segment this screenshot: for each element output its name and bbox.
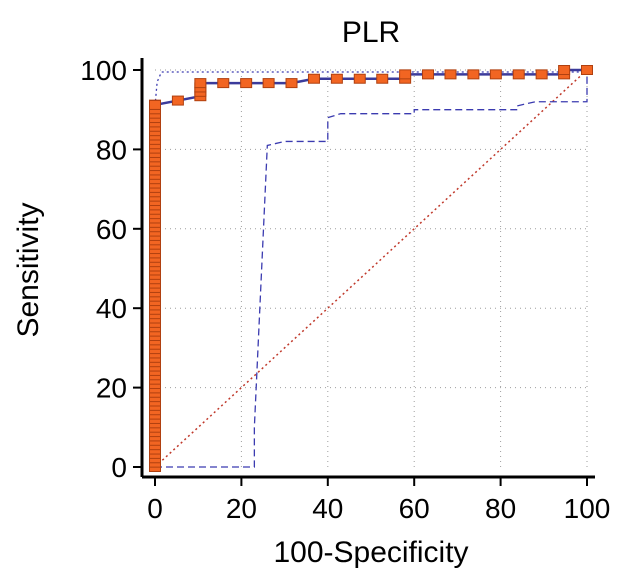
roc-markers bbox=[149, 65, 593, 472]
roc-point bbox=[467, 69, 480, 80]
reference-line bbox=[154, 69, 588, 468]
roc-point bbox=[149, 99, 161, 110]
y-axis-title: Sensitivity bbox=[12, 202, 45, 337]
roc-curve bbox=[153, 68, 587, 467]
roc-point bbox=[262, 78, 275, 89]
y-tick-label-1: 20 bbox=[96, 373, 127, 404]
roc-line bbox=[153, 68, 587, 467]
roc-point bbox=[194, 78, 207, 89]
roc-point bbox=[217, 78, 230, 89]
y-tick-label-0: 0 bbox=[111, 452, 127, 483]
roc-point bbox=[376, 73, 389, 84]
x-tick-label-2: 40 bbox=[312, 493, 343, 524]
x-tick-label-4: 80 bbox=[485, 493, 516, 524]
y-tick-label-5: 100 bbox=[80, 55, 127, 86]
roc-point bbox=[240, 78, 253, 89]
x-tick-label-0: 0 bbox=[147, 493, 163, 524]
reference-diagonal bbox=[154, 69, 588, 468]
y-tick-label-3: 60 bbox=[96, 214, 127, 245]
y-tick-label-2: 40 bbox=[96, 293, 127, 324]
x-tick-label-1: 20 bbox=[226, 493, 257, 524]
roc-point bbox=[489, 69, 502, 80]
roc-point bbox=[353, 73, 366, 84]
chart-title: PLR bbox=[342, 16, 400, 49]
ci-lower-line bbox=[155, 70, 588, 468]
roc-point bbox=[422, 69, 435, 80]
x-tick-label-5: 100 bbox=[564, 493, 611, 524]
roc-point bbox=[171, 95, 184, 106]
x-axis-title: 100-Specificity bbox=[273, 536, 468, 569]
roc-point bbox=[285, 78, 298, 89]
confidence-bounds bbox=[154, 70, 588, 468]
grid bbox=[155, 69, 588, 467]
roc-point bbox=[307, 73, 320, 84]
roc-point bbox=[535, 69, 548, 80]
y-tick-label-4: 80 bbox=[96, 134, 127, 165]
axes bbox=[140, 58, 595, 479]
roc-point bbox=[330, 73, 343, 84]
roc-point bbox=[444, 69, 457, 80]
roc-point bbox=[512, 69, 525, 80]
roc-point bbox=[558, 65, 571, 75]
ticks: 0 20 40 60 80 100 0 20 40 60 80 100 bbox=[80, 55, 610, 524]
roc-point bbox=[581, 65, 593, 75]
x-tick-label-3: 60 bbox=[399, 493, 430, 524]
roc-point bbox=[399, 69, 412, 80]
